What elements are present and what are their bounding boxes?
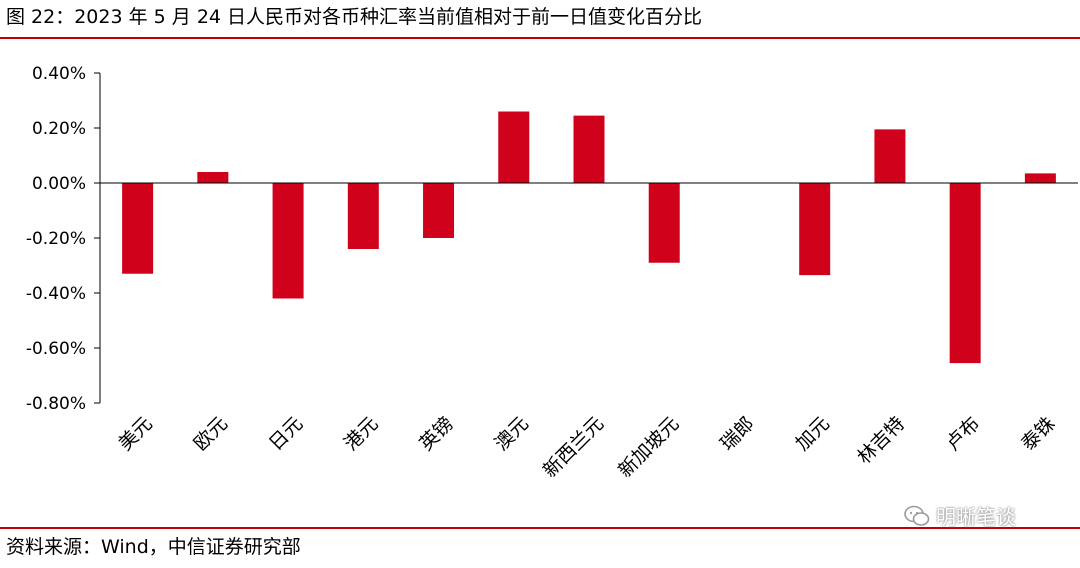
- y-tick-label: 0.40%: [32, 64, 86, 84]
- wechat-icon: [904, 505, 930, 526]
- bar-泰铢: [1024, 173, 1056, 183]
- x-tick-label: 英镑: [415, 413, 457, 455]
- title-divider: [0, 37, 1080, 39]
- bar-欧元: [197, 172, 229, 183]
- y-axis-ticks: 0.40% 0.20% 0.00% -0.20% -0.40% -0.60% -0.80%: [26, 64, 100, 414]
- bar-加元: [799, 183, 831, 276]
- y-tick-label: -0.40%: [26, 284, 86, 304]
- y-tick-label: 0.20%: [32, 119, 86, 139]
- x-tick-label: 新加坡元: [614, 413, 683, 482]
- x-tick-label: 加元: [791, 413, 833, 455]
- x-tick-label: 澳元: [490, 413, 532, 455]
- x-tick-label: 卢布: [942, 413, 984, 455]
- y-tick-label: 0.00%: [32, 174, 86, 194]
- bar-英镑: [423, 183, 455, 238]
- x-tick-label: 港元: [340, 413, 382, 455]
- watermark: 明晰笔谈: [904, 501, 1016, 530]
- figure-title: 图 22：2023 年 5 月 24 日人民币对各币种汇率当前值相对于前一日值变…: [6, 6, 703, 28]
- x-tick-label: 欧元: [190, 413, 232, 455]
- watermark-text: 明晰笔谈: [936, 505, 1016, 529]
- x-tick-label: 日元: [265, 413, 307, 455]
- bar-美元: [122, 183, 154, 274]
- bar-新加坡元: [648, 183, 680, 263]
- bars: [122, 111, 1056, 364]
- x-axis-labels: 美元 欧元 日元 港元 英镑 澳元 新西兰元 新加坡元 瑞郎 加元 林吉特 卢布 泰铢: [114, 413, 1059, 482]
- x-tick-label: 林吉特: [853, 413, 909, 469]
- bar-港元: [347, 183, 379, 249]
- y-tick-label: -0.80%: [26, 394, 86, 414]
- bar-卢布: [949, 183, 981, 364]
- bar-澳元: [498, 111, 530, 183]
- bar-chart: 0.40%0.20%0.00%-0.20%-0.40%-0.60%-0.80% …: [26, 64, 1078, 482]
- bar-日元: [272, 183, 304, 299]
- y-tick-label: -0.20%: [26, 229, 86, 249]
- source-divider: [0, 527, 1080, 529]
- y-tick-label: -0.60%: [26, 339, 86, 359]
- x-tick-label: 瑞郎: [716, 413, 758, 455]
- bar-林吉特: [874, 129, 906, 183]
- x-tick-label: 新西兰元: [539, 413, 608, 482]
- source-note: 资料来源：Wind，中信证券研究部: [6, 536, 301, 558]
- x-tick-label: 美元: [114, 413, 156, 455]
- x-tick-label: 泰铢: [1017, 413, 1059, 455]
- bar-新西兰元: [573, 115, 605, 183]
